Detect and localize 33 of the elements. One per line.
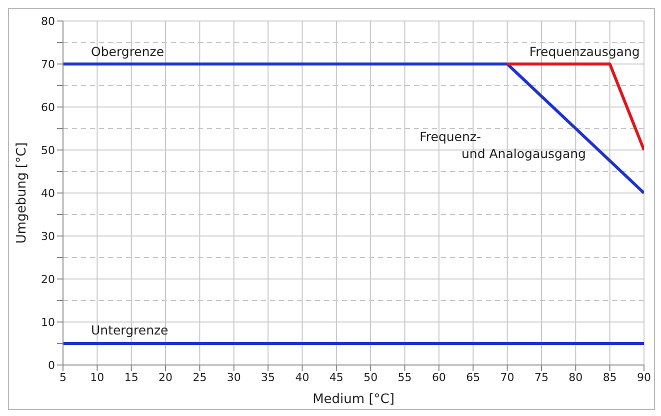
x-tick-label: 75	[534, 370, 548, 384]
x-tick-label: 90	[637, 370, 651, 384]
series-label: Obergrenze	[91, 44, 164, 59]
x-tick-label: 50	[364, 370, 378, 384]
y-tick-label: 10	[41, 316, 55, 329]
x-tick-label: 85	[602, 370, 617, 384]
y-tick-label: 70	[41, 58, 55, 71]
y-tick-label: 50	[41, 144, 55, 157]
series-label: Frequenzausgang	[529, 44, 640, 59]
y-tick-label: 40	[41, 186, 55, 200]
y-tick-label: 30	[41, 230, 55, 243]
x-tick-label: 10	[90, 370, 104, 384]
x-tick-label: 55	[398, 370, 412, 384]
y-tick-label: 60	[41, 100, 55, 114]
x-tick-label: 20	[158, 370, 173, 384]
x-axis-title: Medium [°C]	[312, 392, 394, 407]
x-tick-label: 40	[295, 370, 310, 384]
x-tick-label: 30	[226, 370, 241, 384]
x-tick-label: 60	[432, 370, 446, 384]
x-tick-label: 35	[261, 370, 276, 384]
y-tick-label: 0	[48, 358, 55, 372]
x-tick-label: 15	[124, 370, 138, 384]
y-tick-label: 20	[41, 272, 55, 286]
y-axis-title: Umgebung [°C]	[14, 142, 30, 244]
x-tick-label: 70	[500, 370, 514, 384]
series-label: Untergrenze	[91, 322, 169, 338]
y-tick-label: 80	[41, 14, 55, 28]
x-tick-label: 65	[466, 370, 480, 384]
x-tick-label: 5	[60, 370, 66, 384]
x-tick-label: 80	[568, 370, 583, 384]
series-label: Frequenz- und Analogausgang	[420, 129, 586, 161]
x-tick-label: 25	[192, 370, 207, 384]
x-tick-label: 45	[329, 370, 344, 384]
